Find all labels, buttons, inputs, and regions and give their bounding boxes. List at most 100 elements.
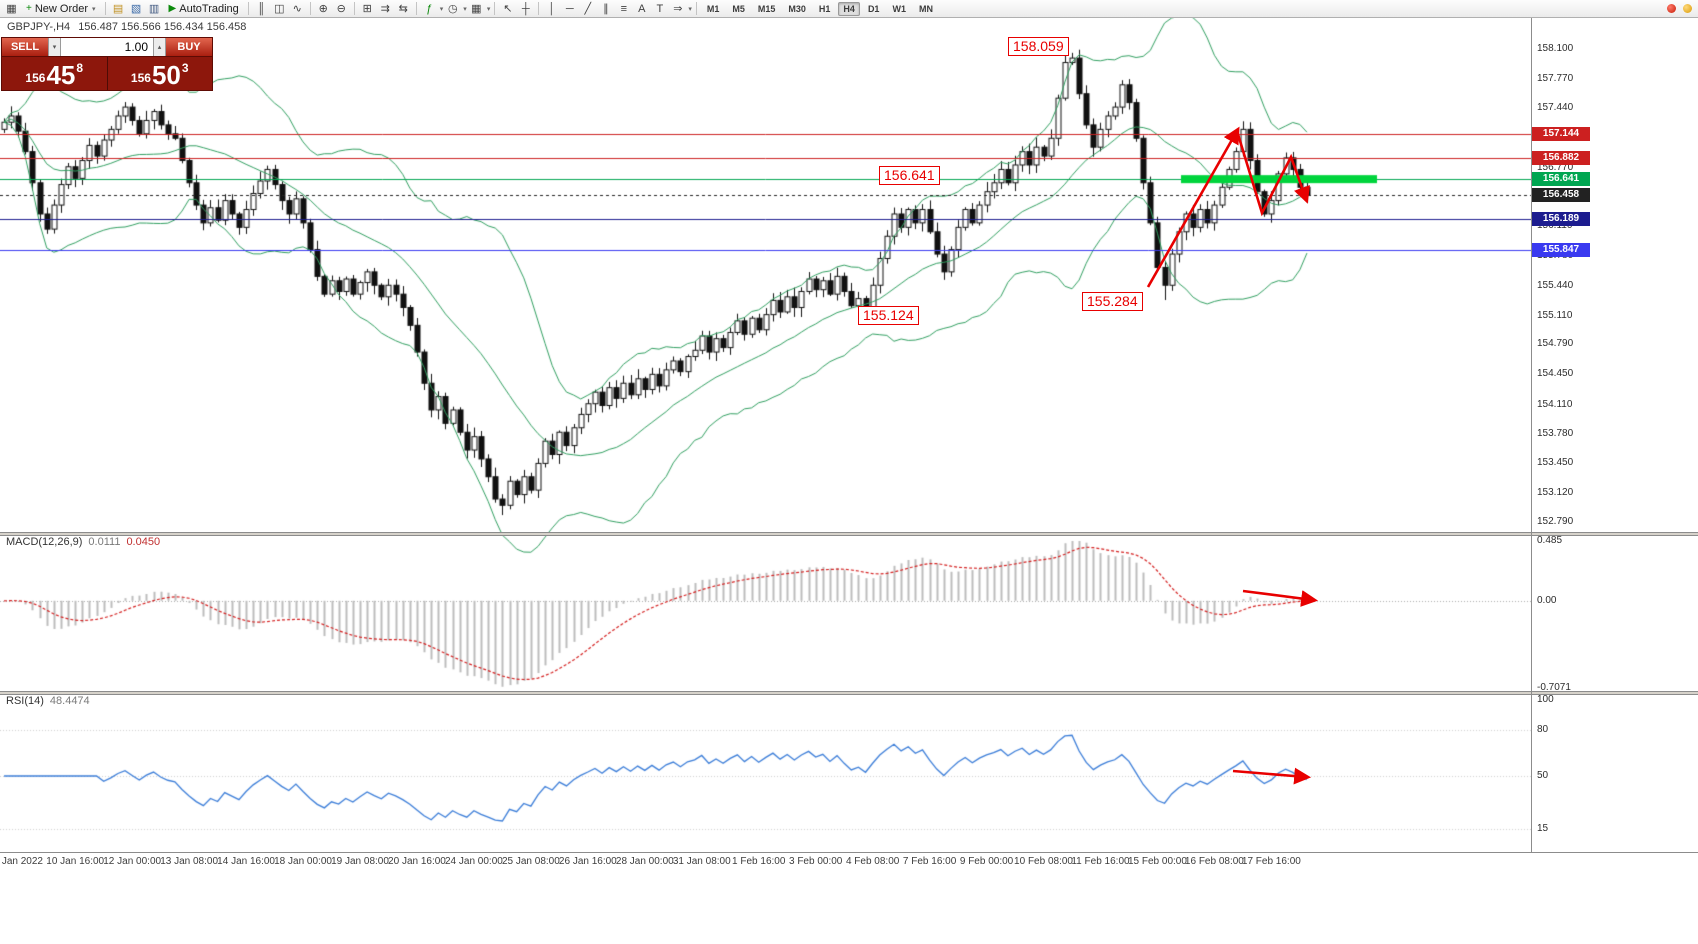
rsi-value: 48.4474 <box>49 695 90 707</box>
chart-window-icon[interactable]: ▦ <box>6 3 17 15</box>
volume-decrease-button[interactable]: ▾ <box>48 38 61 56</box>
bar-chart-icon[interactable]: ║ <box>257 2 266 15</box>
date-label: 7 Feb 16:00 <box>902 856 957 867</box>
toolbar-separator <box>494 2 496 15</box>
zoom-out-icon[interactable]: ⊖ <box>336 3 346 15</box>
date-label: 28 Jan 00:00 <box>615 856 674 867</box>
arrows-tool-icon[interactable]: ⇒ <box>673 3 683 15</box>
price-tick: 154.110 <box>1537 398 1573 410</box>
price-callout[interactable]: 155.284 <box>1082 292 1143 311</box>
chevron-down-icon[interactable]: ▾ <box>486 5 491 13</box>
rsi-scale-tick: 50 <box>1537 770 1549 781</box>
ask-price[interactable]: 156 50 3 <box>108 57 213 90</box>
connection-status-icon[interactable] <box>1683 4 1692 13</box>
horizontal-line-icon[interactable]: ─ <box>565 2 574 15</box>
profiles-icon[interactable]: ▧ <box>130 3 142 15</box>
new-chart-icon[interactable]: ▤ <box>112 3 124 15</box>
crosshair-icon[interactable]: ┼ <box>521 2 530 15</box>
toolbar-separator <box>247 2 249 15</box>
notification-icon[interactable] <box>1667 4 1676 13</box>
fibonacci-icon[interactable]: ≡ <box>620 2 628 15</box>
macd-name: MACD(12,26,9) <box>6 536 83 548</box>
bid-pips: 45 <box>46 60 76 90</box>
cursor-icon[interactable]: ↖ <box>503 3 513 15</box>
macd-label: MACD(12,26,9) 0.0111 0.0450 <box>6 536 160 548</box>
chevron-down-icon[interactable]: ▾ <box>463 5 467 13</box>
chart-canvas[interactable] <box>0 18 1531 852</box>
new-order-button[interactable]: + New Order ▾ <box>21 1 101 17</box>
price-tick: 157.770 <box>1537 72 1574 84</box>
price-tick: 154.790 <box>1537 338 1574 350</box>
ohlc-values: 156.487 156.566 156.434 156.458 <box>78 21 247 33</box>
timeframe-h4[interactable]: H4 <box>838 1 860 16</box>
rsi-scale-tick: 80 <box>1537 724 1549 736</box>
date-label: 12 Jan 00:00 <box>103 856 162 867</box>
timeframe-mn[interactable]: MN <box>918 3 933 14</box>
symbol-name: GBPJPY-,H4 <box>7 21 71 33</box>
timeframe-h1[interactable]: H1 <box>818 3 831 14</box>
channel-icon[interactable]: ∥ <box>603 3 609 15</box>
templates-icon[interactable]: ▦ <box>471 3 482 15</box>
date-label: 25 Jan 08:00 <box>501 856 560 867</box>
sell-button[interactable]: SELL <box>2 38 48 56</box>
zoom-in-icon[interactable]: ⊕ <box>318 3 328 15</box>
timeframe-m5[interactable]: M5 <box>732 3 745 14</box>
auto-scroll-icon[interactable]: ⇉ <box>380 3 390 15</box>
vertical-line-icon[interactable]: │ <box>548 2 556 15</box>
toolbar-separator <box>695 2 697 15</box>
trendline-icon[interactable]: ╱ <box>584 3 592 15</box>
toolbar-separator <box>104 2 106 15</box>
price-line-label: 157.144 <box>1532 127 1590 142</box>
price-callout[interactable]: 158.059 <box>1008 37 1069 56</box>
chevron-down-icon[interactable]: ▾ <box>439 5 444 13</box>
macd-signal-value: 0.0450 <box>126 536 161 548</box>
time-axis-line <box>0 852 1698 853</box>
ask-pips: 50 <box>151 60 181 90</box>
toolbar-separator <box>538 2 540 15</box>
macd-scale-zero: 0.00 <box>1537 594 1557 606</box>
candlestick-chart-icon[interactable]: ◫ <box>274 3 285 15</box>
timeframe-m1[interactable]: M1 <box>706 3 720 14</box>
rsi-window-divider[interactable] <box>0 691 1698 695</box>
price-tick: 158.100 <box>1537 43 1574 55</box>
date-label: 5 Jan 2022 <box>0 856 43 867</box>
rsi-label: RSI(14) 48.4474 <box>6 695 90 707</box>
ask-whole: 156 <box>130 71 151 85</box>
market-watch-icon[interactable]: ▥ <box>148 3 160 15</box>
date-label: 19 Jan 08:00 <box>331 856 389 867</box>
buy-button[interactable]: BUY <box>166 38 212 56</box>
macd-scale-min: -0.7071 <box>1537 682 1571 693</box>
plus-icon: + <box>26 3 32 14</box>
date-label: 24 Jan 00:00 <box>444 856 503 867</box>
one-click-trading-panel: SELL ▾ ▴ BUY 156 45 8 156 50 3 <box>1 37 213 91</box>
line-chart-icon[interactable]: ∿ <box>292 3 302 15</box>
price-callout[interactable]: 156.641 <box>879 166 940 185</box>
timeframe-m30[interactable]: M30 <box>788 3 806 14</box>
timeframe-d1[interactable]: D1 <box>867 3 880 14</box>
volume-input[interactable] <box>61 38 153 56</box>
play-icon: ▶ <box>168 3 177 14</box>
periods-icon[interactable]: ◷ <box>447 3 458 15</box>
autotrading-label: AutoTrading <box>179 2 239 15</box>
price-line-label: 155.847 <box>1532 242 1590 257</box>
chart-shift-icon[interactable]: ⇆ <box>398 3 408 15</box>
text-tool-icon[interactable]: A <box>638 2 646 15</box>
date-label: 3 Feb 00:00 <box>788 856 843 867</box>
timeframe-w1[interactable]: W1 <box>892 3 906 14</box>
bid-price[interactable]: 156 45 8 <box>2 57 108 90</box>
volume-increase-button[interactable]: ▴ <box>153 38 166 56</box>
price-callout[interactable]: 155.124 <box>858 306 919 325</box>
timeframe-m15[interactable]: M15 <box>757 3 776 14</box>
price-scale-border[interactable] <box>1531 18 1532 852</box>
indicators-icon[interactable]: ƒ <box>426 2 433 15</box>
autotrading-button[interactable]: ▶ AutoTrading <box>164 1 244 17</box>
tile-windows-icon[interactable]: ⊞ <box>362 3 372 15</box>
text-label-tool-icon[interactable]: T <box>656 2 664 15</box>
price-line-label: 156.882 <box>1532 150 1590 165</box>
chevron-down-icon[interactable]: ▾ <box>688 5 692 13</box>
price-line-label: 156.641 <box>1532 172 1590 187</box>
toolbar-separator <box>415 2 417 15</box>
macd-scale-max: 0.485 <box>1537 535 1563 546</box>
macd-window-divider[interactable] <box>0 532 1698 536</box>
